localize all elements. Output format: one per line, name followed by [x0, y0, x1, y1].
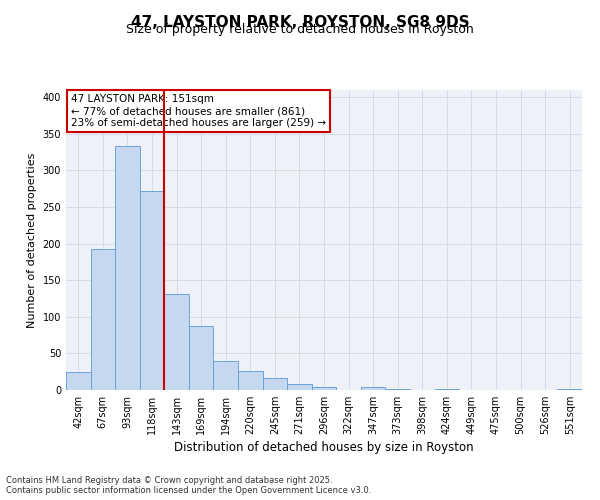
Bar [115, 146, 140, 390]
Text: 47 LAYSTON PARK: 151sqm
← 77% of detached houses are smaller (861)
23% of semi-d: 47 LAYSTON PARK: 151sqm ← 77% of detache… [71, 94, 326, 128]
Bar [66, 372, 91, 390]
Y-axis label: Number of detached properties: Number of detached properties [27, 152, 37, 328]
Text: Size of property relative to detached houses in Royston: Size of property relative to detached ho… [126, 22, 474, 36]
Bar [238, 371, 263, 390]
Bar [287, 384, 312, 390]
Bar [263, 378, 287, 390]
Bar [164, 294, 189, 390]
Bar [140, 191, 164, 390]
Bar [385, 388, 410, 390]
Bar [91, 249, 115, 390]
Bar [434, 388, 459, 390]
Bar [214, 360, 238, 390]
Bar [557, 388, 582, 390]
X-axis label: Distribution of detached houses by size in Royston: Distribution of detached houses by size … [174, 441, 474, 454]
Bar [312, 387, 336, 390]
Bar [361, 387, 385, 390]
Text: Contains HM Land Registry data © Crown copyright and database right 2025.
Contai: Contains HM Land Registry data © Crown c… [6, 476, 371, 495]
Bar [189, 326, 214, 390]
Text: 47, LAYSTON PARK, ROYSTON, SG8 9DS: 47, LAYSTON PARK, ROYSTON, SG8 9DS [131, 15, 469, 30]
